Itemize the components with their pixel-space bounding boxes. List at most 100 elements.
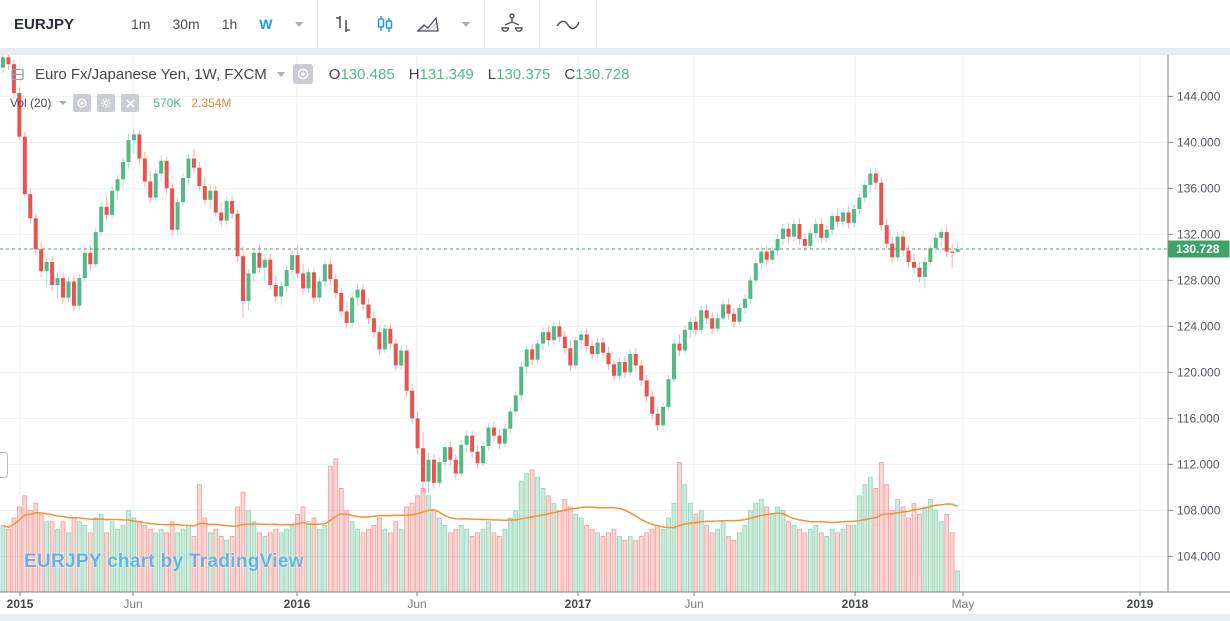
volume-bar [562,499,568,593]
close-value: 130.728 [575,65,630,83]
time-tick-label[interactable]: Jun [407,597,426,611]
candle-body [704,310,709,319]
candle-body [819,224,824,238]
candle-body [481,445,486,464]
candle-body [219,212,224,221]
ohlc-bars-icon[interactable] [332,13,354,35]
volume-ma-value: 2.354M [191,96,232,110]
candle-body [377,332,382,350]
volume-indicator-title[interactable]: Vol (20) [10,96,52,110]
volume-bar [529,469,535,593]
candle-body [595,342,600,354]
price-tick-label[interactable]: 104.000 [1177,549,1221,563]
chart-canvas[interactable]: 144.000 140.000 136.000 132.000 128.000 124.0… [0,55,1230,614]
volume-bar [431,510,437,593]
candle-body [246,273,251,302]
volume-hide-button[interactable] [73,94,92,112]
chart-style-group [318,0,486,48]
candle-body [295,255,300,274]
volume-bar [731,539,737,593]
candle-body [502,428,507,444]
candle-body [759,251,764,264]
price-tick-label[interactable]: 144.000 [1177,89,1221,103]
volume-bar [366,528,371,593]
interval-button-1h[interactable]: 1h [221,16,238,32]
volume-bar [513,510,519,593]
volume-bar [617,536,622,593]
candle-body [939,232,944,238]
style-chevron-down-icon[interactable] [462,21,471,27]
price-tick-label[interactable]: 132.000 [1177,227,1221,241]
symbol-title-chevron-icon[interactable] [276,71,285,77]
wave-line-icon[interactable] [554,13,582,35]
candle-body [650,396,655,414]
price-tick-label[interactable]: 120.000 [1177,365,1221,379]
bottom-margin [0,614,1230,621]
volume-bar [758,499,764,593]
candlestick-icon[interactable] [374,13,396,35]
candle-body [753,263,758,281]
chart-pane[interactable]: 144.000 140.000 136.000 132.000 128.000 124.0… [0,55,1230,614]
time-tick-label[interactable]: 2015 [7,597,34,611]
hide-series-button[interactable] [292,64,313,84]
candle-body [568,348,573,366]
interval-button-30m[interactable]: 30m [172,16,200,32]
price-tick-label[interactable]: 140.000 [1177,135,1221,149]
volume-bar [344,510,350,593]
candle-body [573,340,578,366]
time-tick-label[interactable]: Jun [123,597,142,611]
candle-body [475,451,480,464]
candle-body [786,228,791,237]
volume-bar [884,484,890,593]
candle-body [655,413,660,426]
volume-bar [355,528,360,593]
volume-bar [813,524,819,593]
candle-body [693,321,698,330]
candle-body [562,336,567,349]
candle-body [142,158,147,182]
time-tick-label[interactable]: 2019 [1127,597,1154,611]
time-tick-label[interactable]: 2017 [565,597,592,611]
volume-bar [409,502,415,593]
time-tick-label[interactable]: Jun [684,597,703,611]
price-tick-label[interactable]: 124.000 [1177,319,1221,333]
candle-body [922,261,927,277]
candle-body [617,362,622,376]
interval-chevron-down-icon[interactable] [295,21,304,27]
candle-body [557,326,562,337]
price-tick-label[interactable]: 116.000 [1177,411,1220,425]
pane-resize-handle[interactable] [0,452,8,478]
candle-body [835,215,840,222]
volume-bar [382,528,388,593]
time-tick-label[interactable]: 2018 [842,597,869,611]
volume-bar [857,495,862,593]
volume-remove-button[interactable] [121,94,140,112]
volume-bar [802,532,808,593]
candle-body [311,272,316,298]
time-tick-label[interactable]: May [952,597,975,611]
volume-settings-button[interactable] [97,94,116,112]
volume-legend-chevron-icon[interactable] [59,101,68,105]
symbol-search-button[interactable]: EURJPY [14,15,75,33]
price-tick-label[interactable]: 112.000 [1177,457,1220,471]
candle-body [317,281,322,298]
balance-compare-icon[interactable] [499,12,525,36]
price-tick-label[interactable]: 128.000 [1177,273,1221,287]
area-chart-icon[interactable] [416,13,440,35]
candle-body [721,304,726,319]
candle-body [497,435,502,444]
price-tick-label[interactable]: 136.000 [1177,181,1221,195]
candle-body [404,350,409,391]
volume-bar [22,495,28,593]
candle-body [257,252,262,268]
volume-bar [447,532,453,593]
volume-bar [824,536,830,593]
time-tick-label[interactable]: 2016 [284,597,311,611]
candle-body [6,57,11,65]
interval-button-1m[interactable]: 1m [131,16,151,32]
volume-bar [322,524,328,593]
interval-button-W[interactable]: W [259,16,273,32]
symbol-title[interactable]: Euro Fx/Japanese Yen, 1W, FXCM [35,65,267,83]
candle-body [666,379,671,407]
price-tick-label[interactable]: 108.000 [1177,503,1221,517]
